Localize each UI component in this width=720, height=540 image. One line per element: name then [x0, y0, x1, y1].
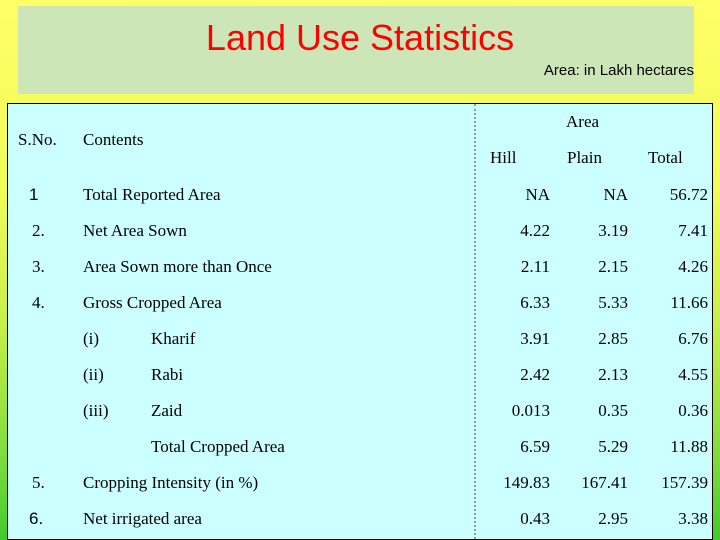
row-plain-value: 3.19: [598, 221, 628, 240]
row-label: Net Area Sown: [83, 221, 187, 240]
title-banner: [18, 6, 694, 94]
unit-note: Area: in Lakh hectares: [543, 62, 694, 79]
row-hill-value: 3.91: [520, 329, 550, 348]
row-plain-value: 2.13: [598, 365, 628, 384]
column-divider: [474, 104, 476, 539]
row-label: Zaid: [151, 401, 183, 420]
row-hill-value: 4.22: [520, 221, 550, 240]
row-label: Rabi: [151, 365, 184, 384]
row-hill-value: 2.42: [520, 365, 550, 384]
header-plain: Plain: [567, 148, 602, 167]
land-use-table: S.No. Contents Area Hill Plain Total 1 To…: [7, 103, 713, 540]
row-hill-value: 6.33: [520, 293, 550, 312]
row-hill-value: NA: [525, 185, 550, 204]
row-plain-value: NA: [603, 185, 628, 204]
row-total-value: 4.26: [678, 257, 708, 276]
row-total-value: 157.39: [661, 473, 708, 492]
row-hill-value: 0.013: [511, 401, 550, 420]
row-hill-value: 6.59: [520, 437, 550, 456]
row-total-value: 11.66: [670, 293, 708, 312]
row-plain-value: 5.33: [598, 293, 628, 312]
row-label: Net irrigated area: [83, 509, 202, 528]
row-total-value: 11.88: [670, 437, 708, 456]
row-label: Gross Cropped Area: [83, 293, 222, 312]
row-hill-value: 0.43: [520, 509, 550, 528]
row-sno: 2.: [32, 221, 45, 240]
row-plain-value: 5.29: [598, 437, 628, 456]
header-hill: Hill: [490, 148, 517, 167]
header-total: Total: [648, 148, 683, 167]
page-title: Land Use Statistics: [205, 17, 515, 58]
row-sno: 6.: [29, 509, 44, 528]
row-plain-value: 2.15: [598, 257, 628, 276]
row-plain-value: 0.35: [598, 401, 628, 420]
row-sub-index: (ii): [83, 365, 104, 384]
row-total-value: 6.76: [678, 329, 708, 348]
row-label: Kharif: [151, 329, 196, 348]
row-hill-value: 149.83: [503, 473, 550, 492]
row-plain-value: 167.41: [581, 473, 628, 492]
row-hill-value: 2.11: [520, 257, 550, 276]
row-sno: 5.: [32, 473, 45, 492]
header-sno: S.No.: [18, 130, 57, 149]
row-plain-value: 2.95: [598, 509, 628, 528]
header-area: Area: [566, 112, 600, 131]
row-sub-index: (iii): [83, 401, 109, 420]
row-total-value: 7.41: [678, 221, 708, 240]
row-sno: 3.: [32, 257, 45, 276]
row-label: Total Cropped Area: [151, 437, 285, 456]
row-total-value: 0.36: [678, 401, 708, 420]
row-total-value: 3.38: [678, 509, 708, 528]
row-sub-index: (i): [83, 329, 100, 348]
row-sno: 4.: [32, 293, 45, 312]
row-label: Total Reported Area: [83, 185, 221, 204]
header-contents: Contents: [83, 130, 144, 149]
row-label: Cropping Intensity (in %): [83, 473, 259, 492]
row-label: Area Sown more than Once: [83, 257, 272, 276]
row-total-value: 4.55: [678, 365, 708, 384]
row-sno: 1: [29, 185, 39, 204]
row-total-value: 56.72: [669, 185, 708, 204]
row-plain-value: 2.85: [598, 329, 628, 348]
